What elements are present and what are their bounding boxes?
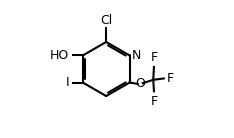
Text: Cl: Cl (100, 14, 112, 27)
Text: HO: HO (50, 49, 69, 62)
Text: F: F (150, 51, 157, 64)
Text: I: I (66, 76, 69, 89)
Text: F: F (167, 72, 174, 85)
Text: O: O (135, 77, 145, 90)
Text: F: F (150, 95, 157, 108)
Text: N: N (132, 49, 141, 62)
